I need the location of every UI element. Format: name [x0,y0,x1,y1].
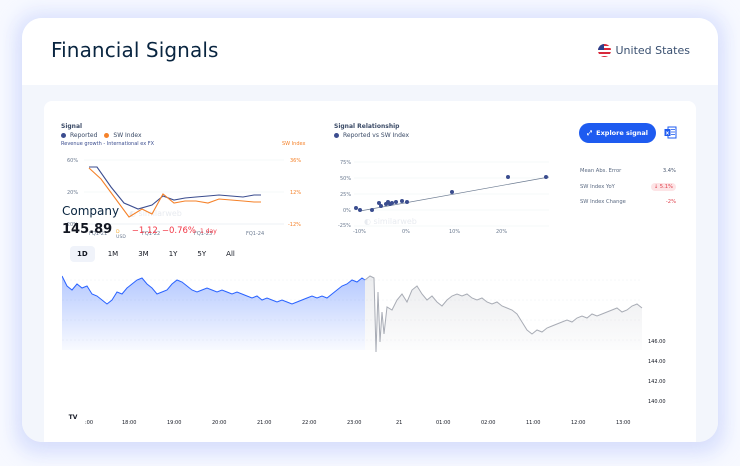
axis-label: 0% [402,229,410,235]
metric-label: SW Index Change [580,199,626,205]
axis-label: FQ1-23 [194,231,213,237]
metric-mean-abs-error: Mean Abs. Error 3.4% [580,168,676,174]
us-flag-icon [597,44,611,57]
axis-label: 0% [343,208,351,214]
card-header: Financial Signals United States [22,18,718,85]
scatter-legend-dot [334,133,339,138]
metric-sw-index-yoy: SW Index YoY ↓ 5.1% [580,183,676,191]
axis-label: 20% [67,190,79,196]
time-axis-label: 11:00 [526,420,541,426]
price-axis-label: 144.00 [648,359,666,365]
axis-label: 20% [496,229,508,235]
time-axis-label: 13:00 [616,420,631,426]
currency: USD [116,234,126,240]
tradingview-logo-icon[interactable]: TV [66,410,80,424]
reported-legend-dot [61,133,66,138]
time-axis-label: 21:00 [257,420,272,426]
axis-label: 75% [340,160,352,166]
relationship-title: Signal Relationship [334,123,400,130]
axis-label: FQ1-22 [142,231,161,237]
relationship-scatter-chart[interactable]: ◐ similarweb [354,158,554,228]
price-change-pct: −0.76% [161,226,196,236]
financial-signals-card: Financial Signals United States Signal R… [22,18,718,442]
time-axis-label: 20:00 [212,420,227,426]
stock-price-chart[interactable] [62,272,652,372]
relationship-legend: Reported vs SW Index [334,132,409,139]
price-axis-label: 146.00 [648,339,666,345]
time-axis-label: 18:00 [122,420,137,426]
signals-panel: Signal Reported SW Index Revenue growth … [44,101,696,442]
metric-label: SW Index YoY [580,184,615,190]
time-axis-label: 01:00 [436,420,451,426]
metric-label: Mean Abs. Error [580,168,622,174]
country-selector[interactable]: United States [597,44,691,57]
price: 145.89 [62,222,113,237]
metric-badge: ↓ 5.1% [650,183,676,191]
range-3m[interactable]: 3M [138,250,149,258]
expand-arrows-icon: ⤢ [586,128,593,137]
legend-reported[interactable]: Reported [70,132,98,139]
legend-reported-vs-sw[interactable]: Reported vs SW Index [343,132,410,139]
metric-value: -2% [665,199,676,205]
price-meta: D USD [116,230,126,240]
signal-right-axis-title: SW Index [282,141,306,147]
content-area: Signal Reported SW Index Revenue growth … [22,85,718,442]
range-1d[interactable]: 1D [70,246,95,262]
axis-label: 10% [449,229,461,235]
price-axis-label: 140.00 [648,399,666,405]
range-all[interactable]: All [226,250,235,258]
axis-label: -10% [353,229,366,235]
metric-value: 3.4% [662,168,676,174]
change-period: 1 day [199,228,217,235]
page-title: Financial Signals [51,38,219,62]
signal-legend: Reported SW Index [61,132,142,139]
range-tabs: 1D 1M 3M 1Y 5Y All [70,246,248,262]
axis-label: FQ1-21 [89,231,108,237]
signal-title: Signal [61,123,83,130]
time-axis-label: 22:00 [302,420,317,426]
svg-text:x: x [666,131,670,137]
swindex-legend-dot [104,133,110,138]
metric-sw-index-change: SW Index Change -2% [580,199,676,205]
signal-line-chart[interactable]: ◐ similarweb [84,156,284,231]
explore-signal-button[interactable]: ⤢ Explore signal [579,123,656,143]
time-axis-label: 02:00 [481,420,496,426]
time-axis-label: :00 [85,420,94,426]
axis-label: FQ1-24 [246,231,265,237]
time-axis-label: 23:00 [347,420,362,426]
svg-text:◐ similarweb: ◐ similarweb [364,217,417,226]
axis-label: -20% [65,222,78,228]
legend-sw-index[interactable]: SW Index [113,132,142,139]
axis-label: 36% [290,158,302,164]
time-axis-label: 21 [396,420,403,426]
axis-label: -12% [288,222,301,228]
axis-label: 12% [290,190,302,196]
axis-label: 60% [67,158,79,164]
axis-label: -25% [338,223,351,229]
explore-label: Explore signal [596,129,649,137]
range-1y[interactable]: 1Y [168,250,178,258]
excel-export-icon[interactable]: x [664,126,677,139]
time-axis-label: 12:00 [571,420,586,426]
signal-subtitle: Revenue growth - International ex FX [61,141,155,147]
country-label: United States [615,44,691,57]
range-5y[interactable]: 5Y [197,250,207,258]
time-axis-label: 19:00 [167,420,182,426]
company-title: Company [62,204,120,218]
svg-text:◐ similarweb: ◐ similarweb [129,209,182,218]
price-change: −1.12 [131,226,158,236]
axis-label: 25% [340,192,352,198]
price-row: 145.89 D USD −1.12 −0.76% 1 day [62,222,217,240]
range-1m[interactable]: 1M [107,250,119,258]
axis-label: 50% [340,176,352,182]
price-axis-label: 142.00 [648,379,666,385]
delayed-flag: D [116,230,120,235]
scatter-points [354,175,548,212]
